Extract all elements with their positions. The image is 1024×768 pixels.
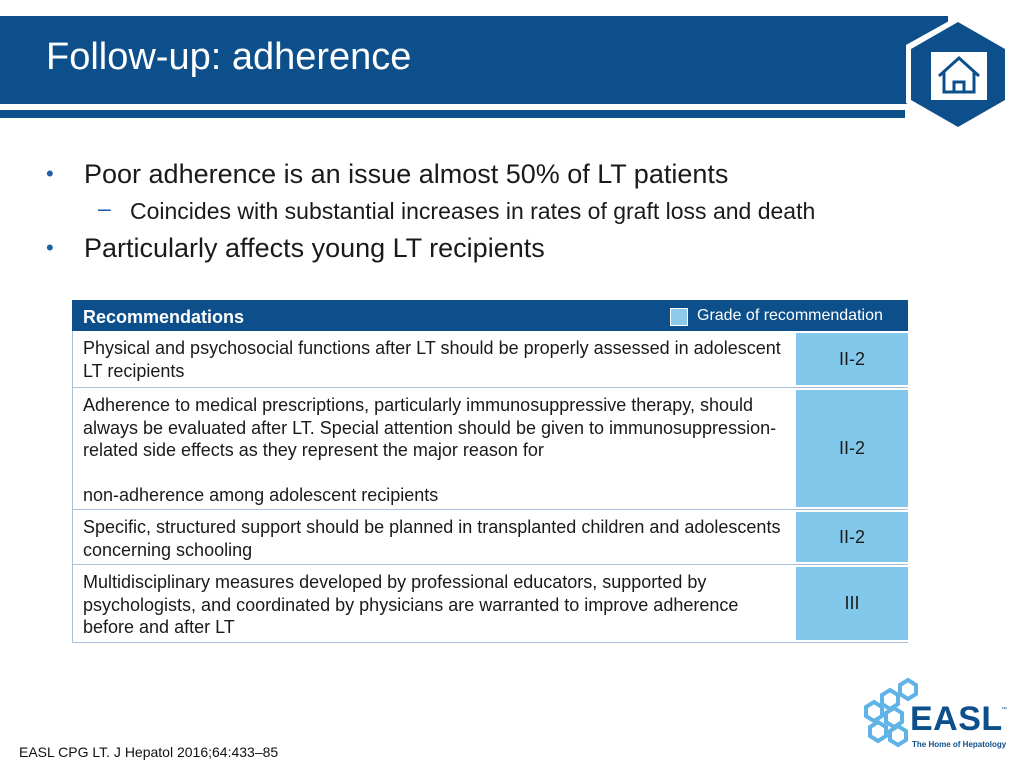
sub-bullet-text: Coincides with substantial increases in … — [130, 198, 816, 224]
easl-trademark: ™ — [1001, 707, 1007, 713]
easl-tagline: The Home of Hepatology — [912, 740, 1007, 749]
table-row: Adherence to medical prescriptions, part… — [72, 388, 908, 510]
bullet-marker: • — [46, 161, 54, 186]
grade-cell: II-2 — [795, 333, 908, 385]
bullet-marker: • — [46, 235, 54, 260]
slide-title: Follow-up: adherence — [46, 36, 412, 78]
easl-hexagons-icon — [864, 677, 918, 748]
grade-legend-label: Grade of recommendation — [697, 307, 883, 324]
recommendation-text: Physical and psychosocial functions afte… — [83, 338, 781, 381]
grade-cell: III — [795, 567, 908, 640]
recommendation-text: Adherence to medical prescriptions, part… — [83, 395, 777, 505]
table-header: Recommendations Grade of recommendation — [72, 300, 908, 331]
title-bar — [0, 16, 948, 104]
bullet-text: Poor adherence is an issue almost 50% of… — [84, 159, 729, 189]
recommendation-text: Multidisciplinary measures developed by … — [83, 572, 739, 637]
bullet-text: Particularly affects young LT recipients — [84, 233, 545, 263]
table-row: Physical and psychosocial functions afte… — [72, 331, 908, 388]
grade-legend-swatch — [670, 308, 688, 326]
grade-cell: II-2 — [795, 512, 908, 562]
recommendation-text: Specific, structured support should be p… — [83, 517, 781, 560]
bullet-item: • Poor adherence is an issue almost 50% … — [46, 154, 946, 194]
bullet-item: • Particularly affects young LT recipien… — [46, 228, 946, 268]
recommendations-table: Recommendations Grade of recommendation … — [72, 300, 908, 643]
home-button[interactable] — [903, 14, 1013, 134]
home-icon — [937, 55, 981, 94]
easl-wordmark: EASL — [910, 700, 1003, 738]
citation: EASL CPG LT. J Hepatol 2016;64:433–85 — [19, 744, 279, 760]
sub-bullet-marker: – — [98, 195, 111, 221]
bullet-list: • Poor adherence is an issue almost 50% … — [46, 154, 946, 268]
table-row: Specific, structured support should be p… — [72, 510, 908, 565]
table-row: Multidisciplinary measures developed by … — [72, 565, 908, 643]
title-underline — [0, 110, 905, 118]
table-header-title: Recommendations — [83, 307, 245, 327]
grade-cell: II-2 — [795, 390, 908, 507]
sub-bullet-item: – Coincides with substantial increases i… — [46, 194, 946, 228]
